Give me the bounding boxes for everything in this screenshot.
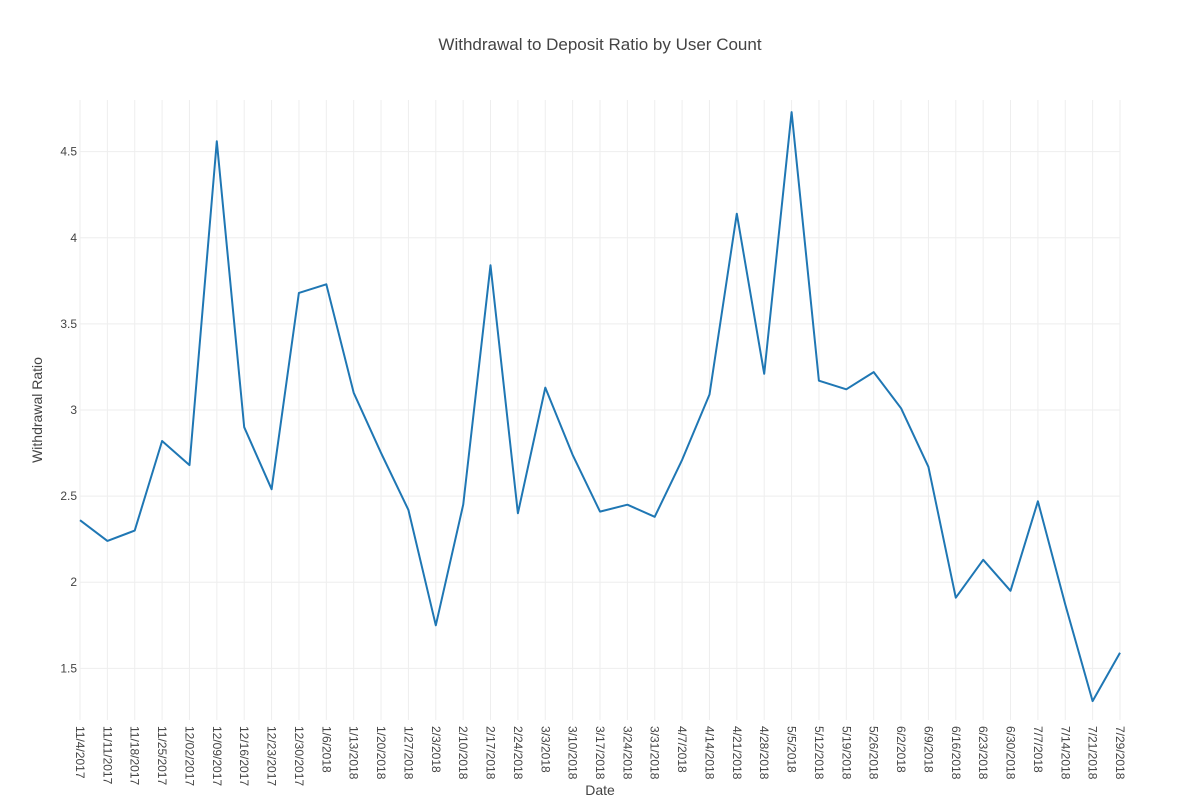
x-tick-label: 2/24/2018 xyxy=(511,726,525,780)
data-point xyxy=(105,539,109,543)
x-tick-label: 7/21/2018 xyxy=(1086,726,1100,780)
data-point xyxy=(1063,603,1067,607)
data-point xyxy=(735,212,739,216)
data-point xyxy=(516,511,520,515)
data-point xyxy=(434,623,438,627)
data-point xyxy=(406,508,410,512)
x-tick-label: 3/24/2018 xyxy=(620,726,634,780)
x-tick-label: 12/23/2017 xyxy=(265,726,279,786)
x-tick-label: 11/25/2017 xyxy=(155,726,169,785)
x-tick-label: 11/4/2017 xyxy=(73,726,87,779)
data-point xyxy=(187,463,191,467)
data-point xyxy=(790,110,794,114)
data-point xyxy=(215,139,219,143)
x-tick-label: 7/7/2018 xyxy=(1031,726,1045,773)
x-tick-label: 6/9/2018 xyxy=(921,726,935,773)
x-tick-label: 1/6/2018 xyxy=(319,726,333,773)
data-point xyxy=(872,370,876,374)
data-point xyxy=(133,529,137,533)
x-tick-label: 5/19/2018 xyxy=(839,726,853,780)
data-point xyxy=(489,263,493,267)
data-point xyxy=(160,439,164,443)
y-tick-label: 1.5 xyxy=(60,661,77,675)
data-point xyxy=(543,386,547,390)
grid xyxy=(79,100,1121,720)
y-tick-label: 3 xyxy=(70,403,77,417)
data-point xyxy=(324,282,328,286)
data-point xyxy=(461,503,465,507)
x-tick-label: 7/14/2018 xyxy=(1058,726,1072,780)
x-tick-label: 7/29/2018 xyxy=(1113,726,1127,780)
data-point xyxy=(1091,699,1095,703)
x-tick-label: 3/10/2018 xyxy=(566,726,580,780)
x-tick-label: 12/09/2017 xyxy=(210,726,224,786)
y-tick-label: 2.5 xyxy=(60,489,77,503)
data-point xyxy=(379,451,383,455)
y-axis-title: Withdrawal Ratio xyxy=(29,357,45,463)
data-point xyxy=(707,393,711,397)
x-tick-label: 6/30/2018 xyxy=(1004,726,1018,780)
data-point xyxy=(762,372,766,376)
x-tick-label: 6/23/2018 xyxy=(976,726,990,780)
x-tick-label: 11/18/2017 xyxy=(128,726,142,785)
x-tick-label: 4/7/2018 xyxy=(675,726,689,773)
y-tick-label: 3.5 xyxy=(60,317,77,331)
data-point xyxy=(1009,589,1013,593)
data-point xyxy=(625,503,629,507)
x-tick-label: 4/28/2018 xyxy=(757,726,771,780)
data-point xyxy=(78,518,82,522)
x-tick-label: 3/31/2018 xyxy=(648,726,662,780)
x-tick-label: 12/02/2017 xyxy=(182,726,196,786)
y-tick-label: 4 xyxy=(70,231,77,245)
x-tick-label: 3/17/2018 xyxy=(593,726,607,780)
chart-title: Withdrawal to Deposit Ratio by User Coun… xyxy=(438,35,761,54)
data-point xyxy=(270,487,274,491)
data-point xyxy=(926,465,930,469)
data-point xyxy=(598,510,602,514)
x-tick-label: 1/20/2018 xyxy=(374,726,388,780)
data-point xyxy=(653,515,657,519)
x-tick-label: 12/30/2017 xyxy=(292,726,306,786)
x-tick-label: 6/16/2018 xyxy=(949,726,963,780)
data-point xyxy=(352,391,356,395)
x-tick-label: 4/21/2018 xyxy=(730,726,744,780)
x-tick-label: 2/17/2018 xyxy=(484,726,498,780)
data-point xyxy=(1118,651,1122,655)
x-tick-label: 1/27/2018 xyxy=(401,726,415,780)
data-point xyxy=(899,406,903,410)
x-tick-label: 5/12/2018 xyxy=(812,726,826,780)
x-axis-ticks: 11/4/2017 11/11/2017 11/18/2017 11/25/2017 1… xyxy=(73,726,1127,786)
data-point xyxy=(297,291,301,295)
data-point xyxy=(981,558,985,562)
data-point xyxy=(817,379,821,383)
x-axis-title: Date xyxy=(585,782,615,798)
y-axis-ticks: 1.5 2 2.5 3 3.5 4 4.5 xyxy=(60,145,77,676)
data-point xyxy=(571,453,575,457)
x-tick-label: 2/10/2018 xyxy=(456,726,470,780)
y-tick-label: 4.5 xyxy=(60,145,77,159)
data-point xyxy=(1036,499,1040,503)
x-tick-label: 2/3/2018 xyxy=(429,726,443,773)
series-layer xyxy=(78,110,1122,703)
series-line xyxy=(79,111,1121,703)
data-point xyxy=(844,387,848,391)
x-tick-label: 5/5/2018 xyxy=(785,726,799,773)
x-tick-label: 5/26/2018 xyxy=(867,726,881,780)
data-point xyxy=(680,458,684,462)
x-tick-label: 6/2/2018 xyxy=(894,726,908,773)
y-tick-label: 2 xyxy=(70,575,77,589)
data-point xyxy=(954,596,958,600)
x-tick-label: 12/16/2017 xyxy=(237,726,251,786)
x-tick-label: 11/11/2017 xyxy=(100,726,114,785)
x-tick-label: 3/3/2018 xyxy=(538,726,552,773)
data-point xyxy=(242,425,246,429)
x-tick-label: 4/14/2018 xyxy=(702,726,716,780)
x-tick-label: 1/13/2018 xyxy=(347,726,361,780)
